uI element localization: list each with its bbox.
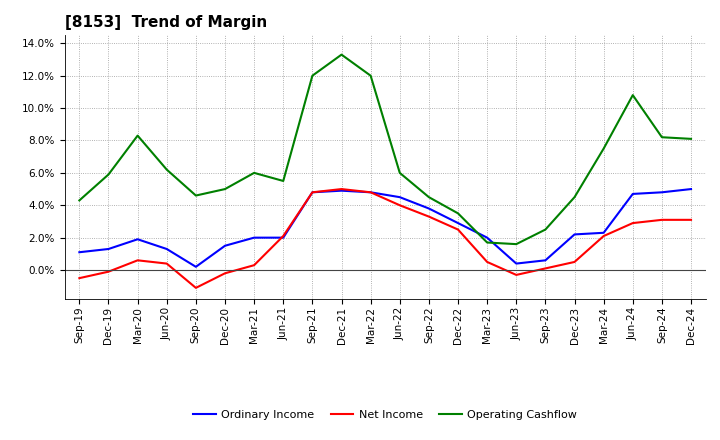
- Net Income: [163, 261, 171, 266]
- Net Income: [395, 203, 404, 208]
- Net Income: [366, 190, 375, 195]
- Operating Cashflow: [75, 198, 84, 203]
- Net Income: [192, 285, 200, 290]
- Operating Cashflow: [483, 240, 492, 245]
- Ordinary Income: [512, 261, 521, 266]
- Text: [8153]  Trend of Margin: [8153] Trend of Margin: [65, 15, 267, 30]
- Net Income: [75, 275, 84, 281]
- Ordinary Income: [250, 235, 258, 240]
- Net Income: [687, 217, 696, 223]
- Operating Cashflow: [133, 133, 142, 138]
- Net Income: [279, 233, 287, 238]
- Net Income: [250, 263, 258, 268]
- Ordinary Income: [541, 258, 550, 263]
- Operating Cashflow: [687, 136, 696, 142]
- Operating Cashflow: [250, 170, 258, 176]
- Ordinary Income: [395, 194, 404, 200]
- Operating Cashflow: [337, 52, 346, 57]
- Operating Cashflow: [192, 193, 200, 198]
- Ordinary Income: [192, 264, 200, 269]
- Net Income: [425, 214, 433, 219]
- Operating Cashflow: [395, 170, 404, 176]
- Ordinary Income: [599, 230, 608, 235]
- Ordinary Income: [133, 237, 142, 242]
- Net Income: [220, 271, 229, 276]
- Net Income: [454, 227, 462, 232]
- Net Income: [133, 258, 142, 263]
- Ordinary Income: [220, 243, 229, 249]
- Operating Cashflow: [366, 73, 375, 78]
- Operating Cashflow: [279, 178, 287, 183]
- Net Income: [541, 266, 550, 271]
- Operating Cashflow: [541, 227, 550, 232]
- Net Income: [483, 259, 492, 264]
- Operating Cashflow: [308, 73, 317, 78]
- Ordinary Income: [308, 190, 317, 195]
- Operating Cashflow: [599, 146, 608, 151]
- Ordinary Income: [483, 235, 492, 240]
- Ordinary Income: [570, 232, 579, 237]
- Net Income: [104, 269, 113, 274]
- Ordinary Income: [75, 249, 84, 255]
- Net Income: [570, 259, 579, 264]
- Ordinary Income: [366, 190, 375, 195]
- Operating Cashflow: [512, 242, 521, 247]
- Operating Cashflow: [629, 92, 637, 98]
- Ordinary Income: [337, 188, 346, 193]
- Operating Cashflow: [163, 167, 171, 172]
- Operating Cashflow: [657, 135, 666, 140]
- Net Income: [657, 217, 666, 223]
- Operating Cashflow: [454, 211, 462, 216]
- Ordinary Income: [657, 190, 666, 195]
- Legend: Ordinary Income, Net Income, Operating Cashflow: Ordinary Income, Net Income, Operating C…: [189, 405, 582, 424]
- Line: Net Income: Net Income: [79, 189, 691, 288]
- Ordinary Income: [163, 246, 171, 252]
- Net Income: [629, 220, 637, 226]
- Line: Operating Cashflow: Operating Cashflow: [79, 55, 691, 244]
- Line: Ordinary Income: Ordinary Income: [79, 189, 691, 267]
- Operating Cashflow: [220, 187, 229, 192]
- Net Income: [308, 190, 317, 195]
- Net Income: [512, 272, 521, 278]
- Ordinary Income: [687, 187, 696, 192]
- Operating Cashflow: [425, 194, 433, 200]
- Net Income: [599, 233, 608, 238]
- Ordinary Income: [104, 246, 113, 252]
- Ordinary Income: [425, 206, 433, 211]
- Net Income: [337, 187, 346, 192]
- Operating Cashflow: [570, 194, 579, 200]
- Ordinary Income: [454, 220, 462, 226]
- Ordinary Income: [279, 235, 287, 240]
- Ordinary Income: [629, 191, 637, 197]
- Operating Cashflow: [104, 172, 113, 177]
